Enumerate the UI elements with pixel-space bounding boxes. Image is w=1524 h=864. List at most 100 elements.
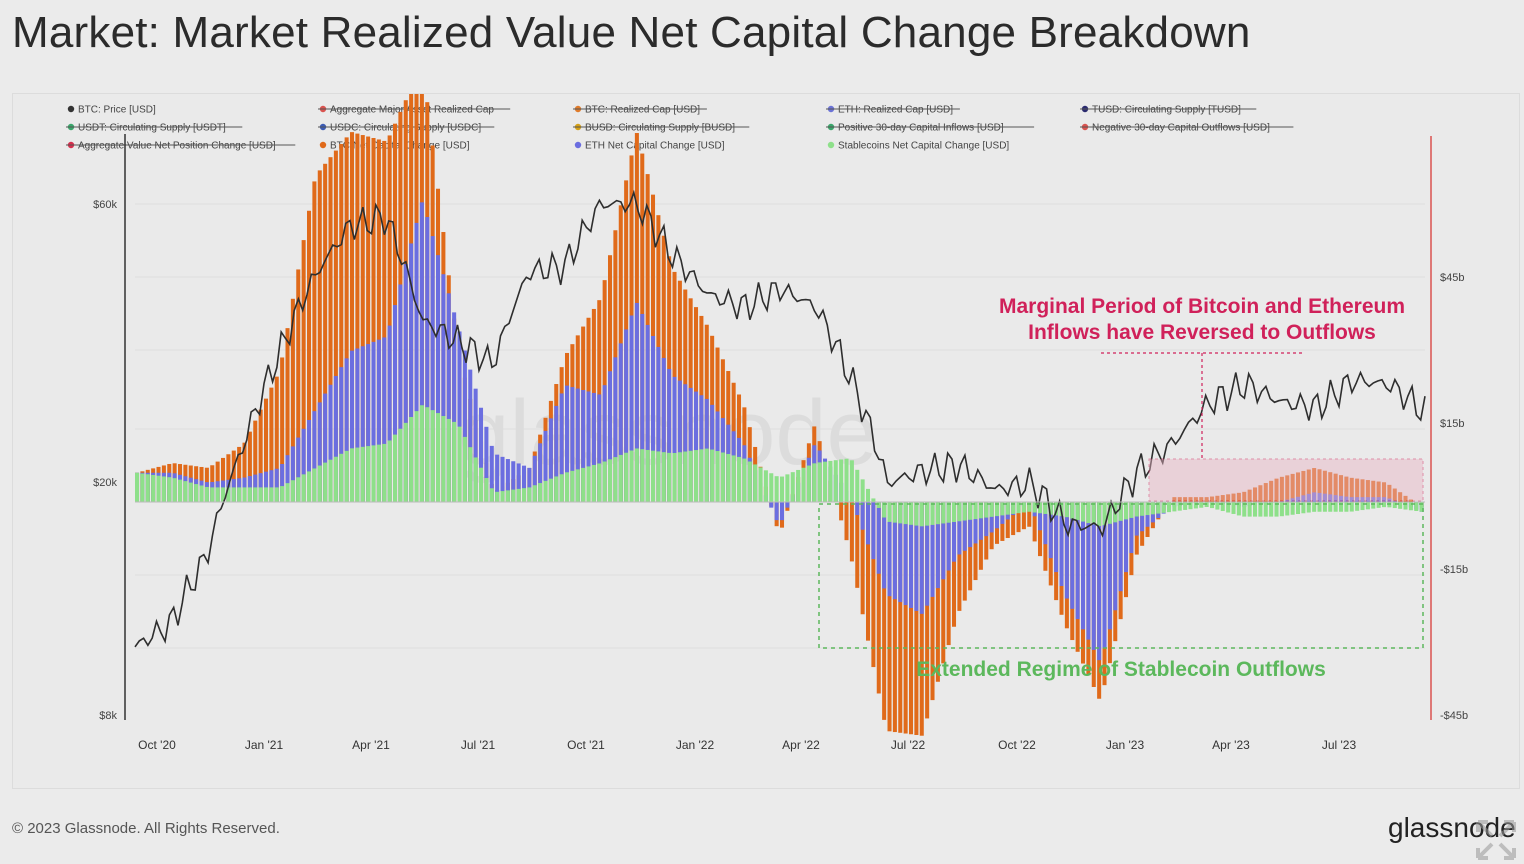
eth-bar [565,385,570,502]
stable-bar [366,446,371,502]
legend-item[interactable]: ETH: Realized Cap [USD] [826,105,960,116]
legend-dot [319,141,327,149]
stablecoin-region [818,503,1424,649]
eth-bar [1344,496,1349,502]
stable-bar [919,502,924,527]
stable-bar [527,487,532,502]
stable-bar [640,449,645,502]
legend-item[interactable]: Aggregate Value Net Position Change [USD… [66,141,296,152]
eth-bar [855,502,860,516]
stable-bar [462,436,467,502]
stable-bar [441,416,446,502]
eth-bar [543,430,548,502]
btc-bar [1210,496,1215,502]
eth-bar [1070,502,1075,609]
btc-bar [264,398,269,502]
stable-bar [548,478,553,502]
stable-bar [1312,502,1317,512]
stable-bar [758,467,763,502]
btc-bar [1204,497,1209,502]
eth-bar [1387,498,1392,502]
btc-bar [317,170,322,502]
stable-bar [1398,502,1403,509]
stable-bar [1075,502,1080,521]
stable-bar [188,482,193,502]
eth-bar [1064,502,1069,599]
legend-item[interactable]: Stablecoins Net Capital Change [USD] [827,141,1010,152]
legend-item[interactable]: Negative 30-day Capital Outflows [USD] [1080,123,1294,134]
eth-bar [1322,493,1327,502]
btc-bar [860,502,865,615]
legend-item[interactable]: Aggregate Major Asset Realized Cap [318,105,511,116]
legend-item[interactable]: USDT: Circulating Supply [USDT] [66,123,243,134]
y-left-tick: $20k [93,477,117,489]
legend-label: BUSD: Circulating Supply [BUSD] [585,123,735,134]
legend-item[interactable]: Positive 30-day Capital Inflows [USD] [826,123,1035,134]
btc-bar [952,502,957,627]
eth-bar [1301,495,1306,502]
x-tick: Jan '23 [1106,738,1145,752]
stable-bar [591,464,596,502]
legend-item[interactable]: ETH Net Capital Change [USD] [574,141,725,152]
eth-bar [1113,502,1118,611]
stable-bar [575,469,580,502]
expand-icon[interactable] [1474,818,1518,862]
eth-bar [290,446,295,502]
stable-bar [882,502,887,518]
eth-bar [952,502,957,562]
stable-bar [183,481,188,502]
stable-bar [258,487,263,502]
eth-bar [548,418,553,502]
stable-bar [656,451,661,502]
reversal-region [1148,458,1424,502]
stable-bar [360,446,365,502]
eth-bar [436,255,441,502]
eth-bar [441,274,446,502]
stable-bar [317,465,322,502]
stable-bar [704,448,709,502]
legend-label: TUSD: Circulating Supply [TUSD] [1092,105,1241,116]
eth-bar [1312,492,1317,502]
eth-bar [317,402,322,502]
stable-bar [231,487,236,502]
eth-bar [328,384,333,502]
stable-bar [285,483,290,502]
stable-bar [452,421,457,502]
stable-bar [1231,502,1236,514]
eth-bar [1038,502,1043,531]
btc-bar [1392,488,1397,502]
eth-bar [1285,499,1290,502]
stable-bar [145,474,150,502]
btc-price-line [134,189,1426,648]
x-tick: Apr '21 [352,738,390,752]
btc-bar [1328,472,1333,502]
stable-bar [484,477,489,502]
btc-bar [1027,502,1032,527]
eth-bar [538,443,543,502]
stable-bar [796,469,801,502]
stable-bar [376,444,381,502]
btc-bar [280,357,285,502]
btc-bar [1312,468,1317,502]
legend-item[interactable]: TUSD: Circulating Supply [TUSD] [1080,105,1257,116]
stable-bar [425,407,430,502]
btc-bar [1317,469,1322,502]
btc-bar [1231,493,1236,502]
stable-bar [436,413,441,502]
eth-bar [489,445,494,502]
btc-bar [1290,473,1295,502]
eth-bar [892,502,897,600]
eth-bar [591,392,596,502]
stable-bar [1086,502,1091,524]
stable-bar [973,502,978,520]
legend-item[interactable]: BUSD: Circulating Supply [BUSD] [573,123,750,134]
legend-item[interactable]: BTC: Realized Cap [USD] [573,105,707,116]
eth-bar [871,502,876,560]
legend-item[interactable]: BTC: Price [USD] [67,105,156,116]
y-right-tick: $45b [1440,272,1464,284]
stable-bar [1344,502,1349,512]
btc-bar [339,143,344,502]
stable-bar [1107,502,1112,524]
btc-bar [1215,495,1220,502]
stable-bar [446,418,451,502]
